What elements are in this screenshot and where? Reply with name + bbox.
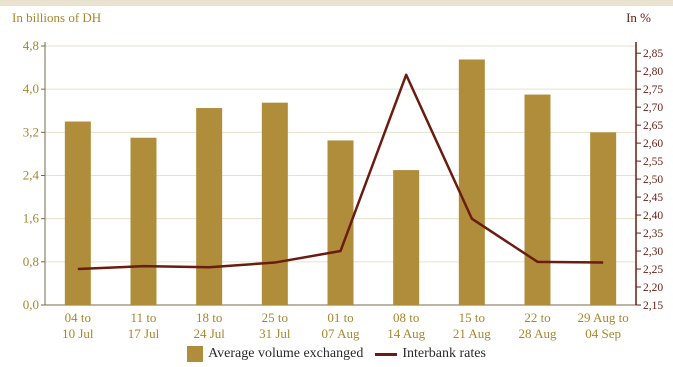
bar [393,170,420,305]
bar [458,59,485,306]
x-tick-label: 25 to [262,310,288,325]
right-axis-unit: In % [626,10,651,25]
bar [524,94,551,305]
right-tick-label: 2,65 [643,120,663,132]
bar [130,137,157,305]
right-tick-label: 2,75 [643,84,663,96]
legend-label-rates: Interbank rates [402,346,486,361]
legend-swatch-bar [187,346,204,362]
top-border [0,0,673,6]
left-axis-unit: In billions of DH [12,10,102,25]
bar [64,121,91,306]
x-tick-label: 18 to [196,310,222,325]
left-tick-label: 4,0 [23,81,39,96]
right-tick-label: 2,70 [643,102,663,114]
x-tick-label: 14 Aug [387,326,425,341]
x-tick-label: 07 Aug [322,326,360,341]
x-tick-label: 29 Aug to [578,310,629,325]
left-tick-label: 1,6 [23,211,40,226]
bar [261,102,288,305]
bar [196,108,223,305]
right-tick-label: 2,55 [643,156,663,168]
x-tick-label: 01 to [327,310,353,325]
right-tick-label: 2,25 [643,264,663,276]
x-tick-label: 17 Jul [128,326,160,341]
legend-label-volume: Average volume exchanged [208,346,364,361]
legend-swatch-line [375,352,398,356]
x-tick-label: 08 to [393,310,419,325]
right-tick-label: 2,15 [643,300,663,312]
right-tick-label: 2,30 [643,246,663,258]
x-tick-label: 15 to [459,310,485,325]
combo-chart: 0,0 0,8 1,6 2,4 3,2 4,0 4,8 2,15 2,20 2,25 2,30 2,3… [23,38,664,341]
x-tick-label: 10 Jul [62,326,94,341]
x-tick-label: 24 Jul [193,326,225,341]
x-tick-label: 04 to [65,310,91,325]
x-tick-label: 21 Aug [453,326,491,341]
bar [327,140,354,305]
right-tick-label: 2,45 [643,192,663,204]
bar [590,132,617,305]
right-tick-label: 2,80 [643,66,663,78]
x-tick-label: 31 Jul [259,326,291,341]
left-tick-label: 2,4 [23,168,40,183]
right-tick-label: 2,40 [643,210,663,222]
right-tick-label: 2,35 [643,228,663,240]
left-tick-label: 0,8 [23,254,39,269]
left-tick-label: 4,8 [23,38,39,53]
right-tick-label: 2,50 [643,174,663,186]
x-tick-label: 04 Sep [585,326,621,341]
left-tick-label: 3,2 [23,124,39,139]
x-tick-label: 11 to [131,310,157,325]
right-tick-label: 2,20 [643,282,663,294]
left-tick-label: 0,0 [23,297,39,312]
x-tick-label: 28 Aug [519,326,557,341]
chart-legend: Average volume exchanged Interbank rates [0,346,673,362]
right-tick-label: 2,60 [643,138,663,150]
legend-item-volume: Average volume exchanged [187,346,363,362]
legend-item-rates: Interbank rates [375,346,486,362]
right-tick-label: 2,85 [643,48,663,60]
x-tick-label: 22 to [524,310,550,325]
